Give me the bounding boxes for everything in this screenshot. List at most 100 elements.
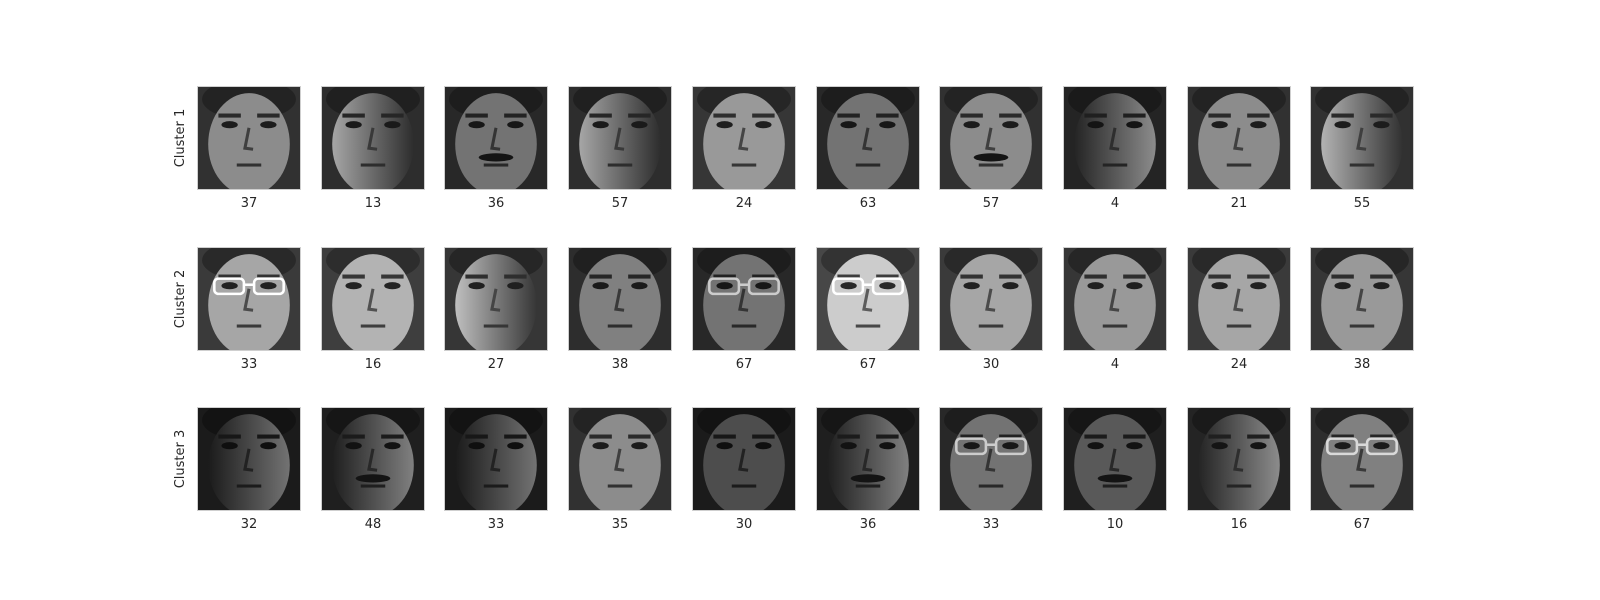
face-caption: 33	[487, 517, 505, 532]
nose	[1233, 287, 1244, 312]
right-brow	[999, 274, 1022, 279]
left-eye	[963, 281, 980, 289]
nose	[738, 287, 749, 312]
right-brow	[876, 113, 899, 118]
left-eye	[840, 442, 857, 450]
face-image	[816, 407, 920, 511]
nose	[367, 448, 378, 472]
nose	[243, 448, 254, 472]
face-caption: 32	[240, 517, 258, 532]
right-brow	[1370, 434, 1393, 439]
right-brow	[504, 113, 527, 118]
face-caption: 33	[240, 356, 258, 372]
right-eye	[1250, 121, 1267, 129]
face-caption: 36	[859, 517, 877, 532]
face-image	[1187, 407, 1291, 511]
mouth	[1226, 163, 1252, 167]
right-eye	[1373, 281, 1390, 289]
glasses-left-lens	[1326, 437, 1359, 456]
right-eye	[1126, 281, 1143, 289]
left-eye	[1211, 442, 1228, 450]
mouth	[236, 324, 262, 328]
left-eye	[345, 121, 362, 129]
mustache	[355, 474, 391, 483]
face-image	[568, 246, 672, 351]
nose	[367, 287, 378, 312]
mouth	[236, 163, 262, 167]
mouth	[483, 324, 509, 328]
right-eye	[755, 442, 772, 450]
right-brow	[504, 434, 527, 439]
face-image	[939, 407, 1043, 511]
mouth	[483, 484, 509, 488]
mouth	[360, 163, 386, 167]
right-eye	[879, 442, 896, 450]
face-image	[1063, 407, 1167, 511]
mouth	[1102, 163, 1128, 167]
mouth	[1226, 324, 1252, 328]
left-brow	[589, 274, 612, 279]
left-eye	[221, 281, 238, 289]
left-brow	[713, 434, 736, 439]
mouth	[978, 324, 1004, 328]
right-eye	[1126, 442, 1143, 450]
right-eye	[755, 281, 772, 289]
nose	[1109, 448, 1120, 472]
nose	[490, 448, 501, 472]
right-brow	[1247, 113, 1270, 118]
left-eye	[716, 442, 733, 450]
left-eye	[468, 281, 485, 289]
face-image	[692, 246, 796, 351]
left-eye	[1334, 442, 1351, 450]
nose	[985, 127, 996, 151]
nose	[367, 127, 378, 151]
face-image	[197, 86, 301, 190]
face-caption: 10	[1106, 517, 1124, 532]
nose	[614, 448, 625, 472]
face-caption: 33	[982, 517, 1000, 532]
right-brow	[381, 113, 404, 118]
left-brow	[342, 434, 365, 439]
right-eye	[1002, 281, 1019, 289]
face-caption: 48	[364, 517, 382, 532]
left-eye	[1087, 442, 1104, 450]
nose	[862, 287, 873, 312]
right-brow	[257, 113, 280, 118]
right-brow	[381, 274, 404, 279]
left-brow	[218, 113, 241, 118]
left-brow	[960, 274, 983, 279]
face-caption: 30	[982, 356, 1000, 372]
face-image	[1310, 407, 1414, 511]
right-brow	[752, 113, 775, 118]
left-eye	[1334, 121, 1351, 129]
left-brow	[589, 113, 612, 118]
right-eye	[260, 121, 277, 129]
face-caption: 24	[1230, 356, 1248, 372]
face-image	[1063, 246, 1167, 351]
left-eye	[468, 121, 485, 129]
nose	[243, 287, 254, 312]
nose	[490, 127, 501, 151]
right-brow	[628, 434, 651, 439]
glasses-left-lens	[213, 276, 246, 295]
left-eye	[716, 121, 733, 129]
face-image	[444, 86, 548, 190]
right-eye	[384, 442, 401, 450]
left-brow	[218, 274, 241, 279]
right-eye	[507, 281, 524, 289]
nose	[862, 448, 873, 472]
glasses-left-lens	[955, 437, 988, 456]
left-brow	[837, 274, 860, 279]
left-eye	[345, 442, 362, 450]
nose	[1233, 448, 1244, 472]
left-brow	[465, 434, 488, 439]
mouth	[1349, 163, 1375, 167]
nose	[1356, 127, 1367, 151]
glasses-right-lens	[994, 437, 1027, 456]
nose	[738, 448, 749, 472]
face-caption: 35	[611, 517, 629, 532]
right-brow	[752, 274, 775, 279]
left-brow	[837, 434, 860, 439]
nose	[1109, 127, 1120, 151]
